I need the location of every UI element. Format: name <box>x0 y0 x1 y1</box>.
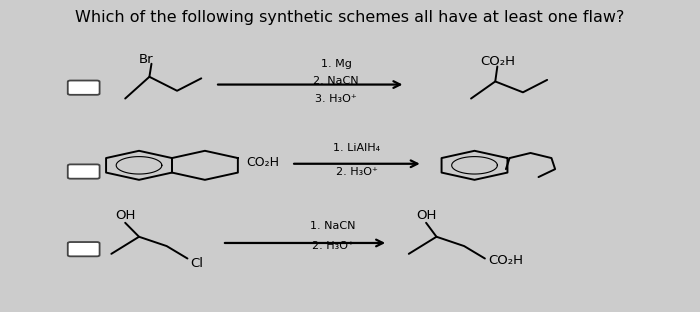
Text: Br: Br <box>139 53 153 66</box>
FancyBboxPatch shape <box>68 80 99 95</box>
Text: Which of the following synthetic schemes all have at least one flaw?: Which of the following synthetic schemes… <box>76 10 624 25</box>
Text: 2. H₃O⁺: 2. H₃O⁺ <box>336 167 378 177</box>
Text: 3. H₃O⁺: 3. H₃O⁺ <box>315 94 357 104</box>
Text: 2. H₃O⁺: 2. H₃O⁺ <box>312 241 354 251</box>
Text: CO₂H: CO₂H <box>246 156 279 169</box>
Text: 1. LiAlH₄: 1. LiAlH₄ <box>333 143 381 153</box>
Text: OH: OH <box>416 208 436 222</box>
Text: CO₂H: CO₂H <box>489 254 524 266</box>
FancyBboxPatch shape <box>68 164 99 179</box>
FancyBboxPatch shape <box>68 242 99 256</box>
Text: OH: OH <box>115 208 135 222</box>
Text: Cl: Cl <box>190 257 203 270</box>
Text: 2. NaCN: 2. NaCN <box>314 76 359 86</box>
Text: 1. NaCN: 1. NaCN <box>310 221 356 231</box>
Text: CO₂H: CO₂H <box>480 55 514 68</box>
Text: 1. Mg: 1. Mg <box>321 59 351 69</box>
